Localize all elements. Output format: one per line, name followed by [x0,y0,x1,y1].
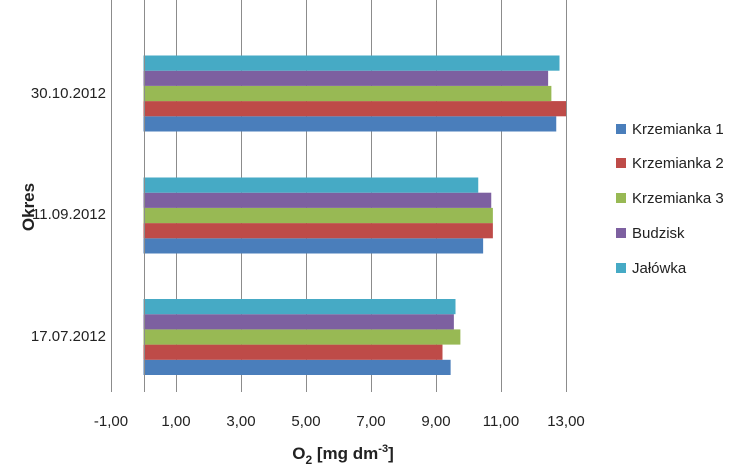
legend-swatch [616,228,626,238]
legend-label: Budzisk [632,225,685,242]
legend-swatch [616,124,626,134]
bar [143,223,493,239]
legend-label: Krzemianka 3 [632,190,724,207]
legend-label: Jałówka [632,260,687,277]
bar [143,314,454,330]
bar [143,192,492,208]
axes: -1,00 1,00 3,00 5,00 7,00 9,00 11,00 13,00 17.07… [31,0,585,430]
bar [143,344,443,360]
x-tick-label: 13,00 [547,413,585,430]
x-tick-label: 5,00 [291,413,320,430]
legend: Krzemianka 1 Krzemianka 2 Krzemianka 3 Budz… [616,121,724,277]
legend-label: Krzemianka 1 [632,121,724,138]
category-label: 11.09.2012 [32,206,106,223]
x-axis-title-sub: 2 [305,453,312,467]
bar [143,101,566,117]
bar [143,70,549,86]
bars [143,55,566,375]
category-label: 17.07.2012 [31,328,106,345]
bar [143,85,552,102]
x-tick-label: 3,00 [226,413,255,430]
x-tick-label: 11,00 [483,413,519,430]
bar [143,329,461,345]
legend-swatch [616,263,626,273]
x-tick-label: 9,00 [421,413,450,430]
x-tick-label: -1,00 [94,413,128,430]
bar [143,359,451,375]
bar [143,177,479,193]
bar [143,207,493,224]
x-axis-title: O2 [mg dm-3] [292,443,393,467]
x-axis-title-post: ] [388,444,394,463]
legend-label: Krzemianka 2 [632,155,724,172]
bar [143,55,560,71]
x-axis-title-sup: -3 [378,443,388,455]
legend-swatch [616,193,626,203]
bar [143,299,456,315]
x-axis-title-main: O [292,444,305,463]
bar [143,238,484,254]
x-tick-label: 1,00 [161,413,190,430]
bar [143,116,557,132]
x-axis-title-pre: [mg dm [312,444,378,463]
legend-swatch [616,158,626,168]
category-label: 30.10.2012 [31,85,106,102]
y-axis-title: Okres [19,183,38,231]
x-tick-label: 7,00 [356,413,385,430]
